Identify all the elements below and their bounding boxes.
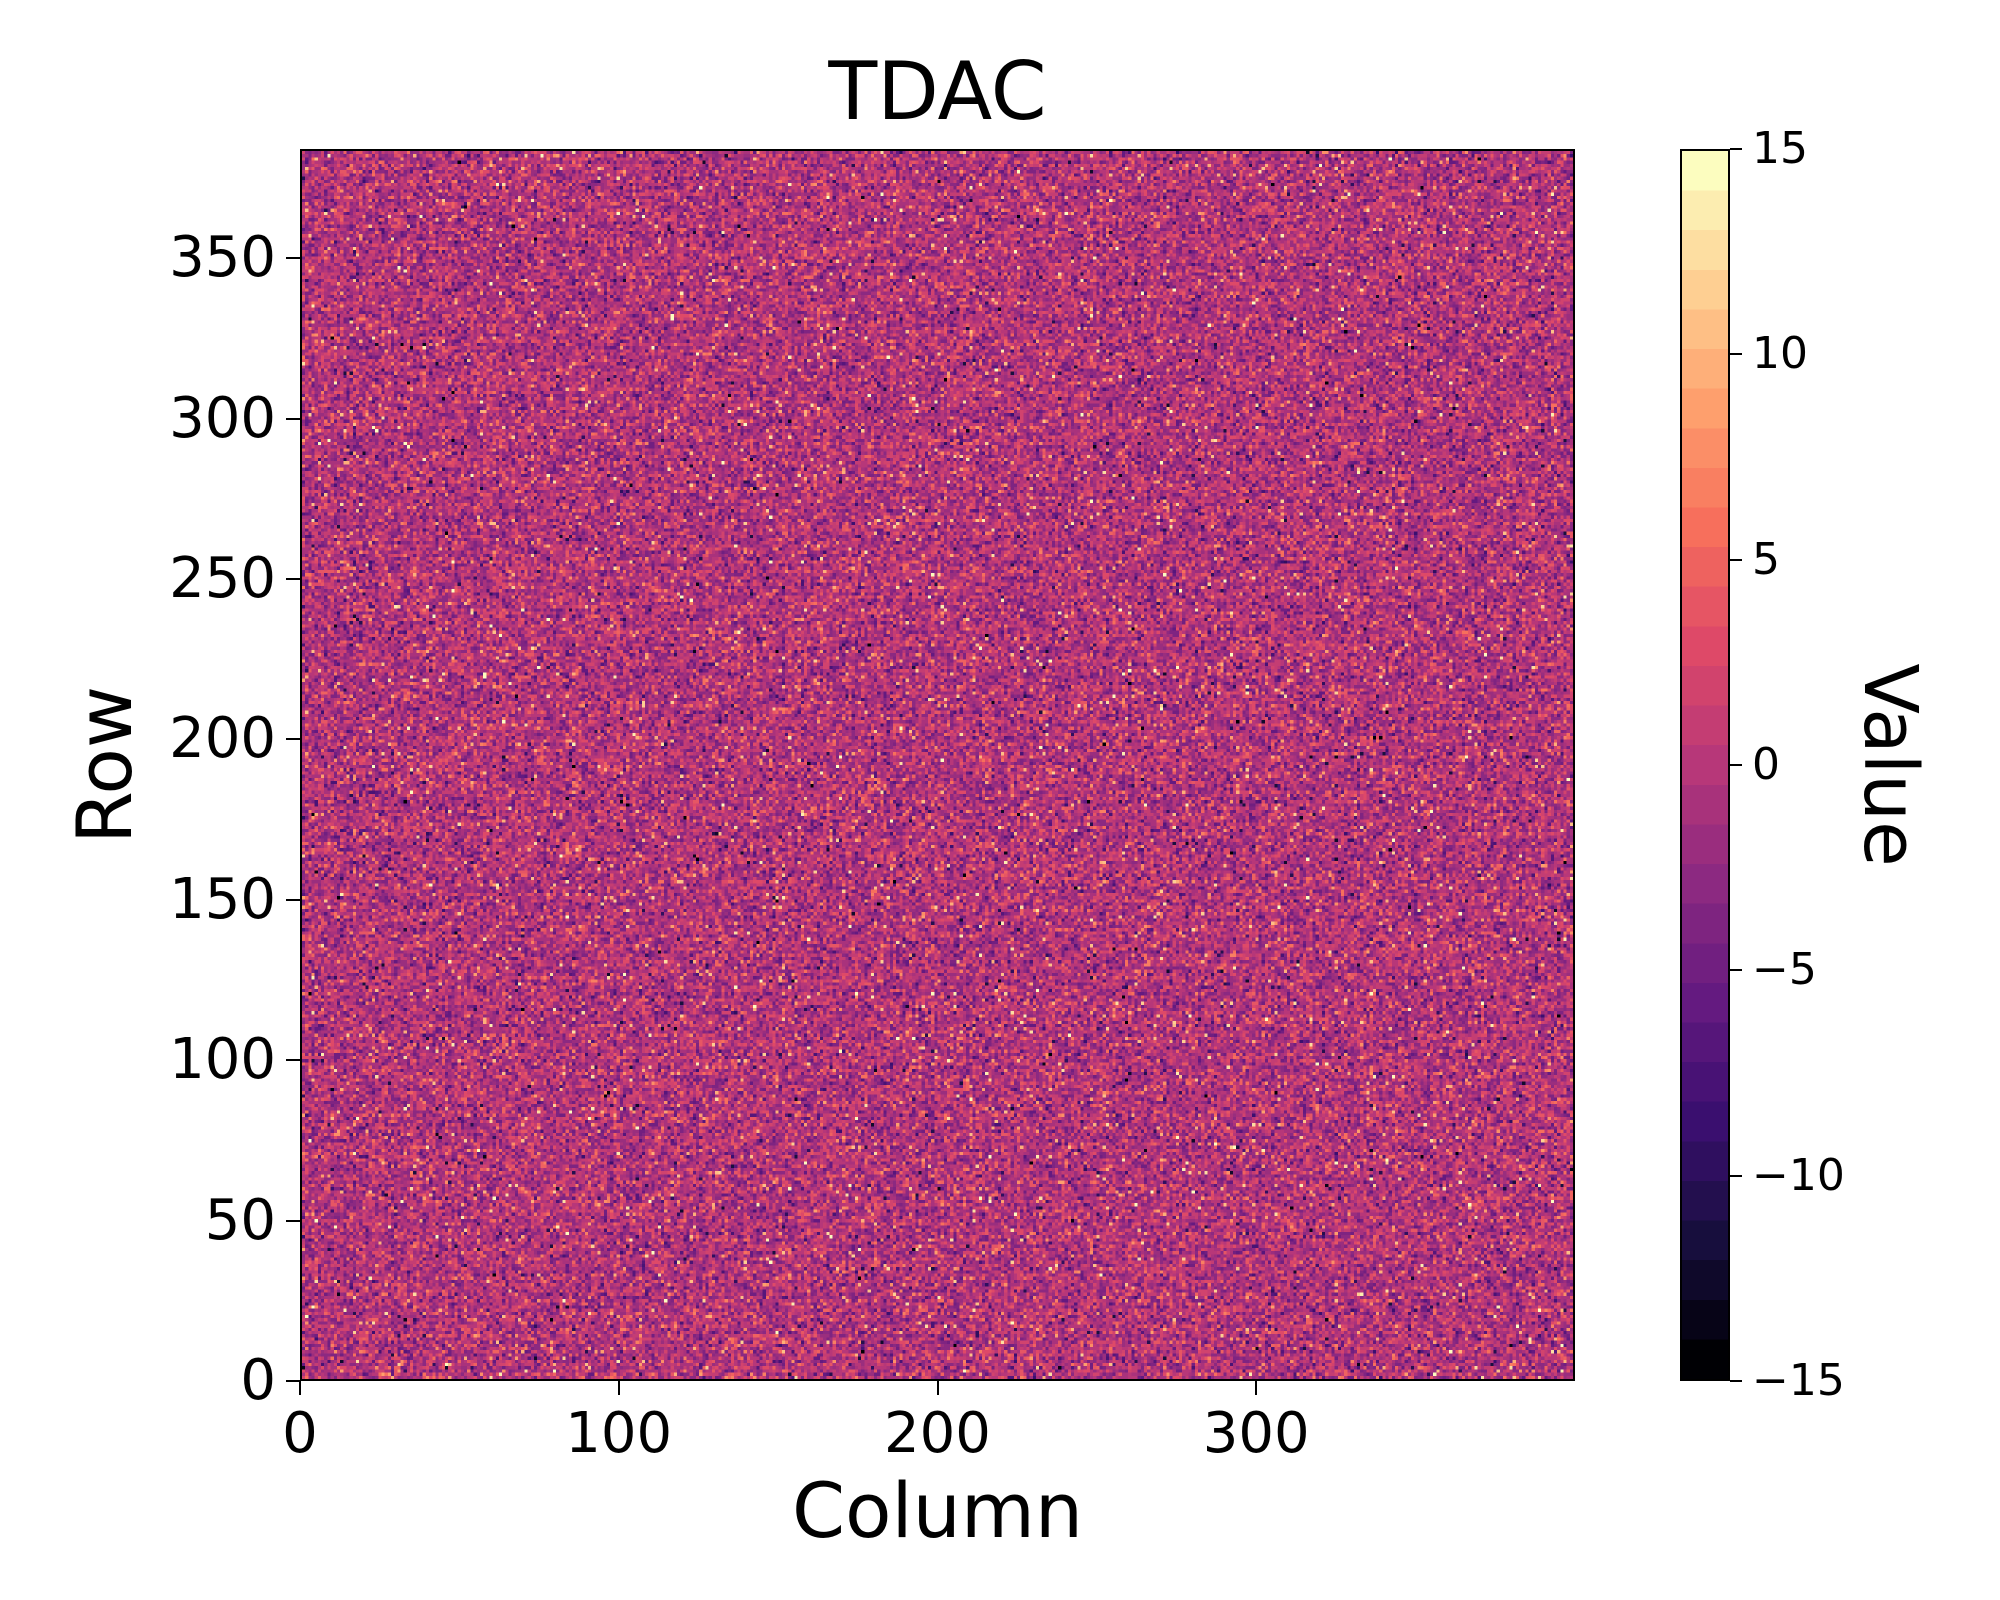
y-tick-mark: [286, 1059, 300, 1062]
colorbar-tick-mark: [1730, 1380, 1742, 1382]
y-tick-label: 250: [169, 545, 276, 611]
colorbar-tick-mark: [1730, 1174, 1742, 1177]
colorbar-gradient: [1682, 151, 1728, 1379]
colorbar: [1680, 149, 1730, 1381]
y-tick-label: 50: [204, 1187, 276, 1253]
heatmap-image: [302, 151, 1573, 1379]
colorbar-tick-mark: [1730, 764, 1742, 766]
y-tick-label: 200: [169, 706, 276, 772]
y-tick-mark: [286, 257, 300, 260]
colorbar-tick-label: −5: [1752, 944, 1817, 996]
y-tick-mark: [286, 1219, 300, 1222]
x-tick-label: 0: [282, 1401, 318, 1466]
x-tick-mark: [1255, 1381, 1258, 1395]
x-tick-mark: [617, 1381, 620, 1395]
y-tick-mark: [286, 898, 300, 901]
colorbar-tick-mark: [1730, 558, 1742, 561]
y-tick-mark: [286, 417, 300, 420]
y-tick-label: 100: [169, 1027, 276, 1093]
x-tick-mark: [299, 1381, 301, 1395]
y-tick-label: 350: [169, 225, 276, 291]
x-tick-label: 300: [1202, 1401, 1310, 1466]
colorbar-tick-label: 10: [1752, 328, 1808, 380]
colorbar-tick-label: 0: [1752, 739, 1780, 790]
colorbar-tick-label: 15: [1752, 123, 1808, 174]
colorbar-tick-label: −10: [1752, 1149, 1845, 1201]
y-tick-mark: [286, 577, 300, 580]
x-tick-mark: [936, 1381, 939, 1395]
x-tick-label: 100: [565, 1401, 673, 1466]
colorbar-tick-mark: [1730, 353, 1742, 356]
colorbar-label: Value: [1847, 663, 1933, 867]
heatmap-axes: [300, 149, 1575, 1381]
y-tick-mark: [286, 1380, 300, 1382]
colorbar-tick-label: 5: [1752, 533, 1780, 585]
y-tick-label: 300: [169, 385, 276, 451]
chart-title: TDAC: [828, 45, 1047, 138]
y-tick-mark: [286, 738, 300, 741]
y-tick-label: 150: [169, 866, 276, 932]
colorbar-tick-mark: [1730, 969, 1742, 972]
colorbar-tick-label: −15: [1752, 1355, 1845, 1406]
y-tick-label: 0: [240, 1348, 276, 1413]
x-axis-label: Column: [791, 1466, 1084, 1555]
x-tick-label: 200: [884, 1401, 991, 1466]
colorbar-tick-mark: [1730, 148, 1742, 150]
